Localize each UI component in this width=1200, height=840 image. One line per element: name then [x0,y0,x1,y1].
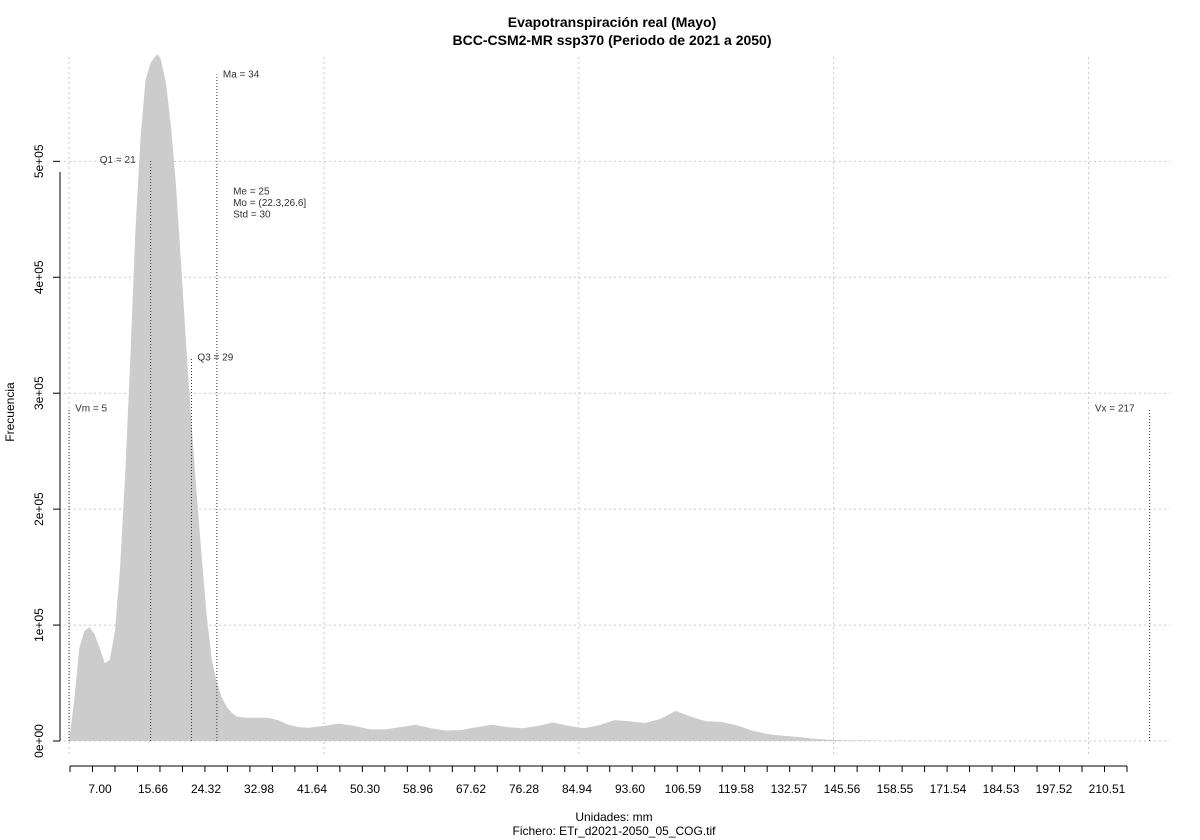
x-tick-label: 58.96 [403,782,433,796]
annotation-label: Mo = (22.3,26.6] [233,198,306,209]
x-axis-label: Unidades: mm [575,810,652,824]
x-tick-label: 119.58 [718,782,754,796]
x-tick-label: 41.64 [297,782,327,796]
x-tick-label: 158.55 [877,782,914,796]
y-axis-label: Frecuencia [3,382,17,442]
y-tick-label: 0e+00 [32,724,46,758]
x-tick-label: 132.57 [771,782,808,796]
annotation-label: Vx = 217 [1095,403,1135,414]
y-tick-label: 4e+05 [32,260,46,294]
x-tick-label: 171.54 [930,782,967,796]
x-tick-label: 50.30 [350,782,380,796]
y-tick-label: 3e+05 [32,376,46,410]
x-tick-label: 15.66 [138,782,168,796]
chart-title: Evapotranspiración real (Mayo) [508,14,717,30]
y-tick-label: 5e+05 [32,144,46,178]
x-tick-label: 93.60 [615,782,645,796]
y-tick-label: 1e+05 [32,608,46,642]
x-tick-label: 145.56 [824,782,861,796]
x-tick-label: 67.62 [456,782,486,796]
annotation-label: Q1 = 21 [100,155,136,166]
y-ticks: 0e+00 1e+05 2e+05 3e+05 4e+05 5e+05 [32,144,60,758]
x-tick-label: 106.59 [665,782,702,796]
annotation-label: Vm = 5 [75,403,107,414]
x-ticks: 7.00 15.66 24.32 32.98 41.64 50.30 58.96 67.62 7… [69,766,1128,796]
x-tick-label: 210.51 [1089,782,1126,796]
annotation-label: Ma = 34 [223,69,260,80]
x-tick-label: 24.32 [191,782,221,796]
x-tick-label: 197.52 [1036,782,1073,796]
x-tick-label: 32.98 [244,782,274,796]
x-tick-label: 84.94 [562,782,592,796]
annotation-label: Std = 30 [233,210,271,221]
annotation-label: Me = 25 [233,186,270,197]
annotation-label: Q3 = 29 [197,352,233,363]
file-caption: Fichero: ETr_d2021-2050_05_COG.tif [513,824,717,838]
x-tick-label: 184.53 [983,782,1020,796]
grid [64,57,1170,755]
y-tick-label: 2e+05 [32,492,46,526]
chart-subtitle: BCC-CSM2-MR ssp370 (Periodo de 2021 a 20… [453,32,772,48]
x-tick-label: 76.28 [509,782,539,796]
density-area [69,54,1150,741]
x-tick-label: 7.00 [88,782,112,796]
